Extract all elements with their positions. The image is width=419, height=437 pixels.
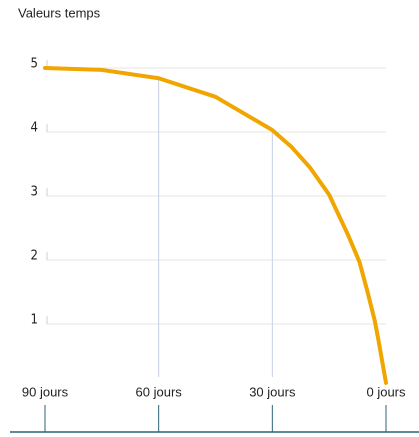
x-tick-label: 30 jours [249,384,296,399]
x-tick-label: 0 jours [366,384,406,399]
x-tick-label: 60 jours [136,384,183,399]
y-tick-label: 5 [31,57,38,72]
y-tick-label: 3 [31,185,38,200]
line [43,66,388,385]
y-tick-label: 1 [31,313,38,328]
y-tick-label: 2 [31,249,38,264]
x-tick-label: 90 jours [22,384,69,399]
y-tick-label: 4 [31,121,38,136]
chart-title: Valeurs temps [18,5,101,20]
